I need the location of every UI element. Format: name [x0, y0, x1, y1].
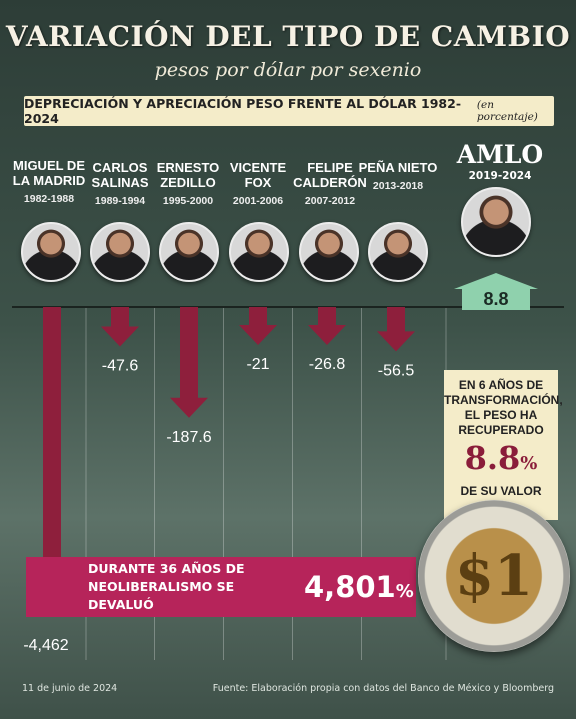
- callout-line2: EL PESO HA RECUPERADO: [458, 408, 544, 437]
- banner-unit: (en porcentaje): [476, 99, 538, 123]
- summary-value: 4,801%: [304, 570, 414, 604]
- summary-unit: %: [395, 581, 414, 602]
- callout-line3: DE SU VALOR: [460, 484, 542, 498]
- bar-arrow-0: [33, 307, 71, 607]
- avatar-fox: [229, 222, 289, 282]
- callout-number: 8.8: [464, 439, 521, 477]
- bar-label-1: -47.6: [102, 357, 139, 374]
- page-title: VARIACIÓN DEL TIPO DE CAMBIO: [5, 20, 571, 53]
- avatar-madrid: [21, 222, 81, 282]
- president-name-amlo: AMLO: [456, 140, 544, 169]
- bar-arrow-4: [308, 307, 346, 345]
- president-years: 1982-1988: [23, 193, 75, 205]
- president-years: 2013-2018: [372, 180, 424, 192]
- avatar-zedillo: [159, 222, 219, 282]
- president-name: MIGUEL DE LA MADRID: [12, 158, 86, 188]
- callout-value: 8.8%: [444, 440, 558, 482]
- president-label-salinas: CARLOS SALINAS 1989-1994: [80, 160, 160, 209]
- bar-label-4: -26.8: [309, 356, 346, 373]
- banner-text: DEPRECIACIÓN Y APRECIACIÓN PESO FRENTE A…: [24, 96, 462, 126]
- president-label-zedillo: ERNESTO ZEDILLO 1995-2000: [148, 160, 228, 209]
- president-years-amlo: 2019-2024: [468, 170, 532, 182]
- page-subtitle: pesos por dólar por sexenio: [154, 59, 422, 81]
- peso-coin-icon: $1: [418, 500, 570, 652]
- summary-band: DURANTE 36 AÑOS DE NEOLIBERALISMO SE DEV…: [26, 557, 416, 617]
- bar-arrow-3: [239, 307, 277, 345]
- footer-date: 11 de junio de 2024: [22, 683, 118, 694]
- avatar-calderon: [299, 222, 359, 282]
- bar-label-3: -21: [246, 356, 269, 373]
- avatar-salinas: [90, 222, 150, 282]
- banner: DEPRECIACIÓN Y APRECIACIÓN PESO FRENTE A…: [24, 96, 554, 126]
- president-label-fox: VICENTE FOX 2001-2006: [218, 160, 298, 209]
- bar-arrow-5: [377, 307, 415, 352]
- president-name: VICENTE FOX: [229, 160, 287, 190]
- president-years: 2001-2006: [232, 195, 284, 207]
- president-years: 1995-2000: [162, 195, 214, 207]
- president-years: 1989-1994: [94, 195, 146, 207]
- callout-line1: EN 6 AÑOS DE TRANSFORMACIÓN,: [444, 378, 563, 407]
- bar-label-0: -4,462: [23, 637, 68, 654]
- president-name: CARLOS SALINAS: [91, 160, 149, 190]
- president-years: 2007-2012: [304, 195, 356, 207]
- callout-unit: %: [520, 453, 538, 474]
- bar-label-5: -56.5: [378, 362, 415, 379]
- coin-label: $1: [455, 543, 533, 609]
- president-name: FELIPE CALDERÓN: [293, 160, 367, 190]
- president-name: ERNESTO ZEDILLO: [156, 160, 220, 190]
- president-name: PEÑA NIETO: [358, 160, 438, 175]
- summary-text: DURANTE 36 AÑOS DE NEOLIBERALISMO SE DEV…: [88, 561, 245, 612]
- bar-label-6: 8.8: [483, 289, 508, 309]
- president-label-calderon: FELIPE CALDERÓN 2007-2012: [287, 160, 373, 209]
- president-label-pena: PEÑA NIETO 2013-2018: [358, 160, 438, 194]
- bar-arrow-1: [101, 307, 139, 347]
- bar-arrow-2: [170, 307, 208, 418]
- callout-box: EN 6 AÑOS DE TRANSFORMACIÓN, EL PESO HA …: [444, 370, 563, 520]
- avatar-amlo: [461, 187, 531, 257]
- bar-arrow-base-6: [462, 287, 530, 310]
- avatar-pena: [368, 222, 428, 282]
- footer-source: Fuente: Elaboración propia con datos del…: [212, 683, 554, 694]
- bar-label-2: -187.6: [166, 429, 211, 446]
- president-label-madrid: MIGUEL DE LA MADRID 1982-1988: [9, 158, 89, 207]
- summary-number: 4,801: [304, 570, 396, 604]
